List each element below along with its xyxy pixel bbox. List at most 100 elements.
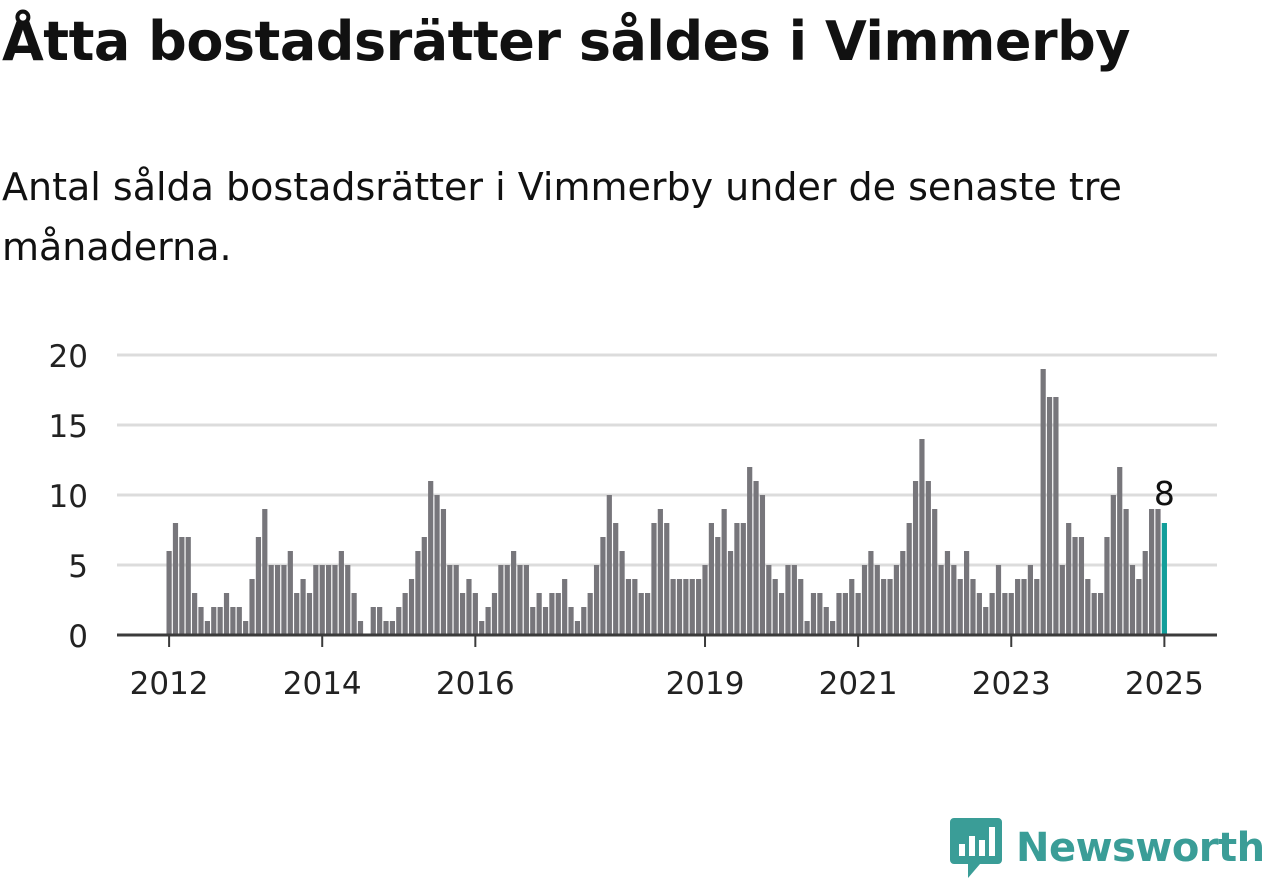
y-tick-label: 0 bbox=[68, 619, 88, 655]
bar bbox=[1155, 509, 1161, 635]
bar bbox=[574, 621, 581, 635]
bar bbox=[1142, 551, 1148, 635]
bar bbox=[1085, 579, 1091, 635]
bar bbox=[874, 565, 880, 635]
bar bbox=[849, 579, 855, 635]
bar bbox=[740, 523, 746, 635]
bar bbox=[906, 523, 912, 635]
bar bbox=[689, 579, 695, 635]
bar bbox=[338, 551, 344, 635]
bar bbox=[1053, 397, 1059, 635]
bar bbox=[428, 481, 434, 635]
bar bbox=[651, 523, 657, 635]
bar bbox=[995, 565, 1002, 635]
chart-title: Åtta bostadsrätter såldes i Vimmerby bbox=[2, 10, 1130, 73]
bar bbox=[1129, 565, 1136, 635]
newsworthy-logo: Newsworthy bbox=[950, 818, 1262, 878]
bar bbox=[1027, 565, 1033, 635]
bar bbox=[702, 565, 708, 635]
bar bbox=[791, 565, 797, 635]
bar bbox=[721, 509, 727, 635]
bar bbox=[855, 593, 861, 635]
bar bbox=[306, 593, 313, 635]
bar bbox=[727, 551, 734, 635]
bar bbox=[472, 593, 478, 635]
bar bbox=[893, 565, 900, 635]
bar bbox=[383, 621, 389, 635]
y-tick-label: 15 bbox=[49, 409, 88, 445]
x-tick-label: 2019 bbox=[666, 666, 745, 702]
bar bbox=[619, 551, 625, 635]
bar bbox=[708, 523, 714, 635]
bar bbox=[970, 579, 976, 635]
bar bbox=[900, 551, 906, 635]
bar bbox=[1008, 593, 1014, 635]
bar bbox=[1072, 537, 1078, 635]
y-tick-label: 5 bbox=[68, 549, 88, 585]
bar bbox=[542, 607, 549, 635]
bar bbox=[983, 607, 989, 635]
bar bbox=[772, 579, 778, 635]
bar bbox=[281, 565, 287, 635]
bar bbox=[1117, 467, 1123, 635]
bar bbox=[268, 565, 274, 635]
bar bbox=[581, 607, 587, 635]
bar bbox=[243, 621, 249, 635]
bar bbox=[657, 509, 663, 635]
bar bbox=[606, 495, 612, 635]
bar bbox=[957, 579, 963, 635]
bar bbox=[861, 565, 868, 635]
chart-bubble-icon bbox=[950, 818, 1002, 878]
bar bbox=[517, 565, 523, 635]
bar bbox=[830, 621, 836, 635]
bar bbox=[593, 565, 600, 635]
bar bbox=[370, 607, 376, 635]
data-label: 8 bbox=[1154, 474, 1175, 513]
bar-chart: 0 5 10 15 20 2012 2014 2016 2019 2021 2023 2025 8 bbox=[49, 339, 1217, 702]
bar bbox=[211, 607, 217, 635]
bar bbox=[1078, 537, 1085, 635]
bar bbox=[938, 565, 944, 635]
bar bbox=[1040, 369, 1046, 635]
bar bbox=[1015, 579, 1021, 635]
bar bbox=[798, 579, 804, 635]
bar bbox=[1136, 579, 1142, 635]
bar bbox=[696, 579, 702, 635]
brand-name: Newsworthy bbox=[1016, 825, 1262, 871]
bar bbox=[715, 537, 721, 635]
bar bbox=[511, 551, 517, 635]
bar bbox=[447, 565, 453, 635]
y-tick-label: 10 bbox=[49, 479, 88, 515]
bar bbox=[434, 495, 440, 635]
bar bbox=[249, 579, 255, 635]
bar bbox=[185, 537, 191, 635]
bar bbox=[887, 579, 893, 635]
bar bbox=[562, 579, 568, 635]
bar bbox=[332, 565, 338, 635]
bar bbox=[192, 593, 198, 635]
bar bbox=[670, 579, 676, 635]
bar bbox=[747, 467, 753, 635]
bar bbox=[402, 593, 408, 635]
bar bbox=[504, 565, 510, 635]
bar bbox=[925, 481, 931, 635]
bar bbox=[1104, 537, 1110, 635]
bar bbox=[1149, 509, 1155, 635]
bar bbox=[459, 593, 466, 635]
bar bbox=[1091, 593, 1097, 635]
x-tick-label: 2025 bbox=[1125, 666, 1204, 702]
bar bbox=[485, 607, 491, 635]
bar bbox=[236, 607, 242, 635]
bar bbox=[766, 565, 772, 635]
bar bbox=[1066, 523, 1072, 635]
y-tick-label: 20 bbox=[49, 339, 88, 375]
bar bbox=[817, 593, 823, 635]
bar bbox=[613, 523, 619, 635]
bar bbox=[785, 565, 791, 635]
bar bbox=[230, 607, 236, 635]
bar bbox=[976, 593, 982, 635]
bar bbox=[836, 593, 842, 635]
bar bbox=[842, 593, 848, 635]
bar bbox=[440, 509, 447, 635]
bar bbox=[294, 593, 300, 635]
